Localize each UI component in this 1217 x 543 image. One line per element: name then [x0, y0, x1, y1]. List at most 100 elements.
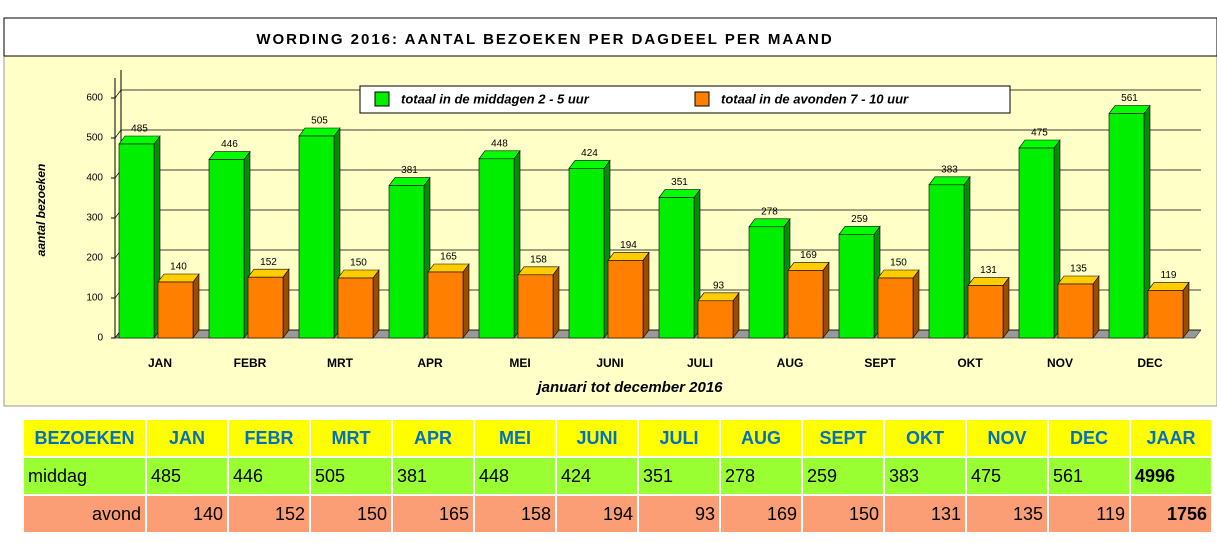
- y-tick-label: 600: [86, 93, 103, 104]
- bar-top: [1057, 275, 1100, 285]
- table-cell: 381: [391, 456, 475, 496]
- data-label: 278: [761, 206, 778, 217]
- bar-top: [877, 269, 920, 279]
- bar-top: [928, 176, 971, 186]
- table-cell: SEPT: [801, 418, 885, 458]
- table-cell: MEI: [473, 418, 557, 458]
- bar-top: [1108, 105, 1151, 114]
- bar-top: [607, 252, 650, 261]
- table-cell: 485: [145, 456, 229, 496]
- bar: [208, 159, 245, 339]
- bar: [337, 277, 374, 339]
- bar-top: [247, 268, 290, 278]
- bar: [928, 184, 965, 339]
- x-tick-label: JULI: [687, 356, 713, 370]
- bar-top: [337, 269, 380, 279]
- table-cell: middag: [22, 456, 147, 496]
- data-label: 446: [221, 139, 238, 150]
- table-cell: JAN: [145, 418, 229, 458]
- bar-top: [748, 218, 791, 228]
- x-tick-label: MEI: [509, 356, 530, 370]
- x-tick-label: DEC: [1137, 356, 1163, 370]
- chart-background: [3, 17, 1217, 407]
- title-strip: [3, 17, 1217, 57]
- bar-side: [192, 273, 200, 339]
- data-label: 381: [401, 165, 418, 176]
- data-label: 169: [800, 250, 817, 261]
- data-label: 351: [671, 177, 688, 188]
- y-tick-label: 200: [86, 253, 103, 264]
- bar-top: [118, 135, 161, 145]
- data-label: 475: [1031, 128, 1048, 139]
- data-label: 152: [260, 257, 277, 268]
- data-label: 485: [131, 124, 148, 135]
- table-cell: JUNI: [555, 418, 639, 458]
- bar: [517, 274, 554, 339]
- x-tick-label: FEBR: [234, 356, 267, 370]
- table-row: BEZOEKEN JAN FEBR MRT APR MEI JUNI JULI AUG SEPT O…: [22, 418, 1213, 458]
- x-tick-label: MRT: [327, 356, 354, 370]
- chart-title: WORDING 2016: AANTAL BEZOEKEN PER DAGDEE…: [256, 31, 833, 48]
- table-cell: 278: [719, 456, 803, 496]
- bar-side: [282, 268, 290, 339]
- bar-side: [1182, 281, 1190, 339]
- bar: [1108, 113, 1145, 339]
- y-tick-label: 300: [86, 213, 103, 224]
- bar-side: [462, 263, 470, 339]
- table-cell: 351: [637, 456, 721, 496]
- data-label: 448: [491, 138, 508, 149]
- x-tick-label: JAN: [148, 356, 172, 370]
- bar-top: [967, 277, 1010, 286]
- bar: [427, 271, 464, 339]
- table-cell: 475: [965, 456, 1049, 496]
- bar-top: [697, 292, 740, 302]
- bar: [1057, 283, 1094, 339]
- table-cell: 1756: [1129, 494, 1213, 534]
- x-axis-label: januari tot december 2016: [535, 379, 723, 396]
- data-label: 131: [980, 265, 997, 276]
- table-cell: 194: [555, 494, 639, 534]
- table-cell: 446: [227, 456, 311, 496]
- table-row: middag 485 446 505 381 448 424 351 278 259 383 475 5…: [22, 456, 1213, 496]
- bar: [247, 276, 284, 339]
- table-cell: 158: [473, 494, 557, 534]
- table-cell: DEC: [1047, 418, 1131, 458]
- table-cell: 561: [1047, 456, 1131, 496]
- bar: [568, 168, 605, 339]
- bar-top: [658, 189, 701, 198]
- data-label: 561: [1121, 93, 1138, 104]
- data-label: 135: [1070, 264, 1087, 275]
- bar: [697, 300, 734, 339]
- bar-side: [822, 261, 830, 339]
- x-tick-label: APR: [417, 356, 443, 370]
- legend: [359, 85, 1011, 114]
- bar-top: [787, 262, 830, 271]
- bar-top: [298, 127, 341, 137]
- bar-side: [1092, 275, 1100, 339]
- table-cell: 448: [473, 456, 557, 496]
- grid-line: [114, 129, 1201, 139]
- bar-top: [208, 151, 251, 160]
- table-cell: 131: [883, 494, 967, 534]
- bar-top: [157, 273, 200, 283]
- table-cell: 4996: [1129, 456, 1213, 496]
- x-tick-label: OKT: [957, 356, 983, 370]
- x-tick-label: SEPT: [864, 356, 896, 370]
- data-label: 119: [1161, 270, 1177, 281]
- bar-top: [1147, 282, 1190, 291]
- bar: [877, 277, 914, 339]
- bar-side: [912, 269, 920, 339]
- table-cell: FEBR: [227, 418, 311, 458]
- table-cell: JAAR: [1129, 418, 1213, 458]
- table-cell: 259: [801, 456, 885, 496]
- table-cell: 93: [637, 494, 721, 534]
- bar: [748, 226, 785, 339]
- table-cell: 150: [801, 494, 885, 534]
- table-cell: 135: [965, 494, 1049, 534]
- bar: [838, 234, 875, 339]
- table-cell: AUG: [719, 418, 803, 458]
- y-axis-label: aantal bezoeken: [34, 164, 48, 257]
- table-cell: avond: [22, 494, 147, 534]
